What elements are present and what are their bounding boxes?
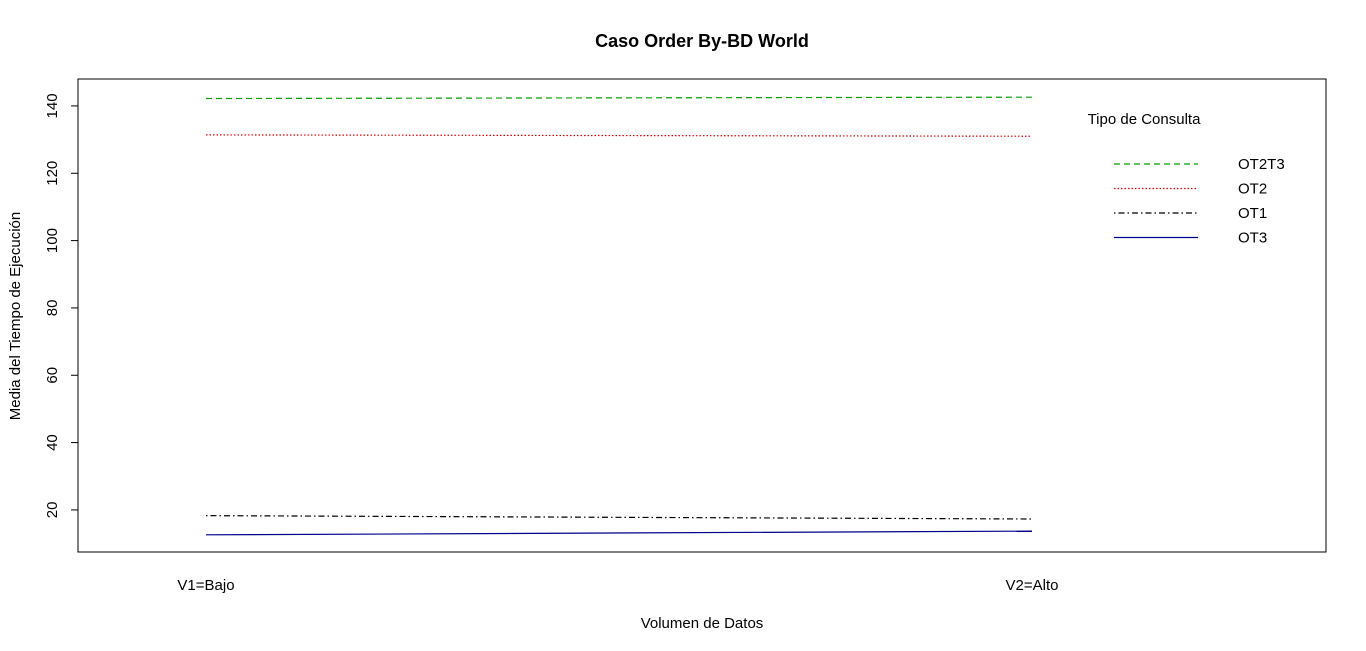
legend: Tipo de Consulta OT2T3 OT2 OT1 OT3 [1088,111,1285,247]
x-tick-label: V2=Alto [1006,577,1059,594]
chart-title: Caso Order By-BD World [595,31,809,51]
plot-frame [77,78,1327,553]
series-line-ot2 [205,134,1033,137]
legend-label-ot3: OT3 [1238,230,1267,247]
y-tick-label: 40 [44,434,61,451]
legend-label-ot2t3: OT2T3 [1238,156,1285,173]
x-tick-labels: V1=Bajo V2=Alto [177,577,1058,594]
legend-title: Tipo de Consulta [1088,111,1202,128]
y-tick-label: 100 [44,228,61,253]
y-tick-label: 140 [44,93,61,118]
y-tick-label: 20 [44,502,61,519]
y-axis: 20 40 60 80 100 120 140 [44,93,78,518]
series-line-ot3 [205,530,1033,536]
x-axis-label: Volumen de Datos [641,615,764,632]
legend-label-ot2: OT2 [1238,181,1267,198]
y-axis-label: Media del Tiempo de Ejecución [7,212,24,420]
x-tick-label: V1=Bajo [177,577,234,594]
y-tick-label: 80 [44,300,61,317]
series-line-ot1 [205,515,1033,520]
series-line-ot2t3 [205,96,1033,100]
legend-label-ot1: OT1 [1238,205,1267,222]
y-tick-label: 60 [44,367,61,384]
y-tick-label: 120 [44,161,61,186]
series-layer [205,96,1033,536]
